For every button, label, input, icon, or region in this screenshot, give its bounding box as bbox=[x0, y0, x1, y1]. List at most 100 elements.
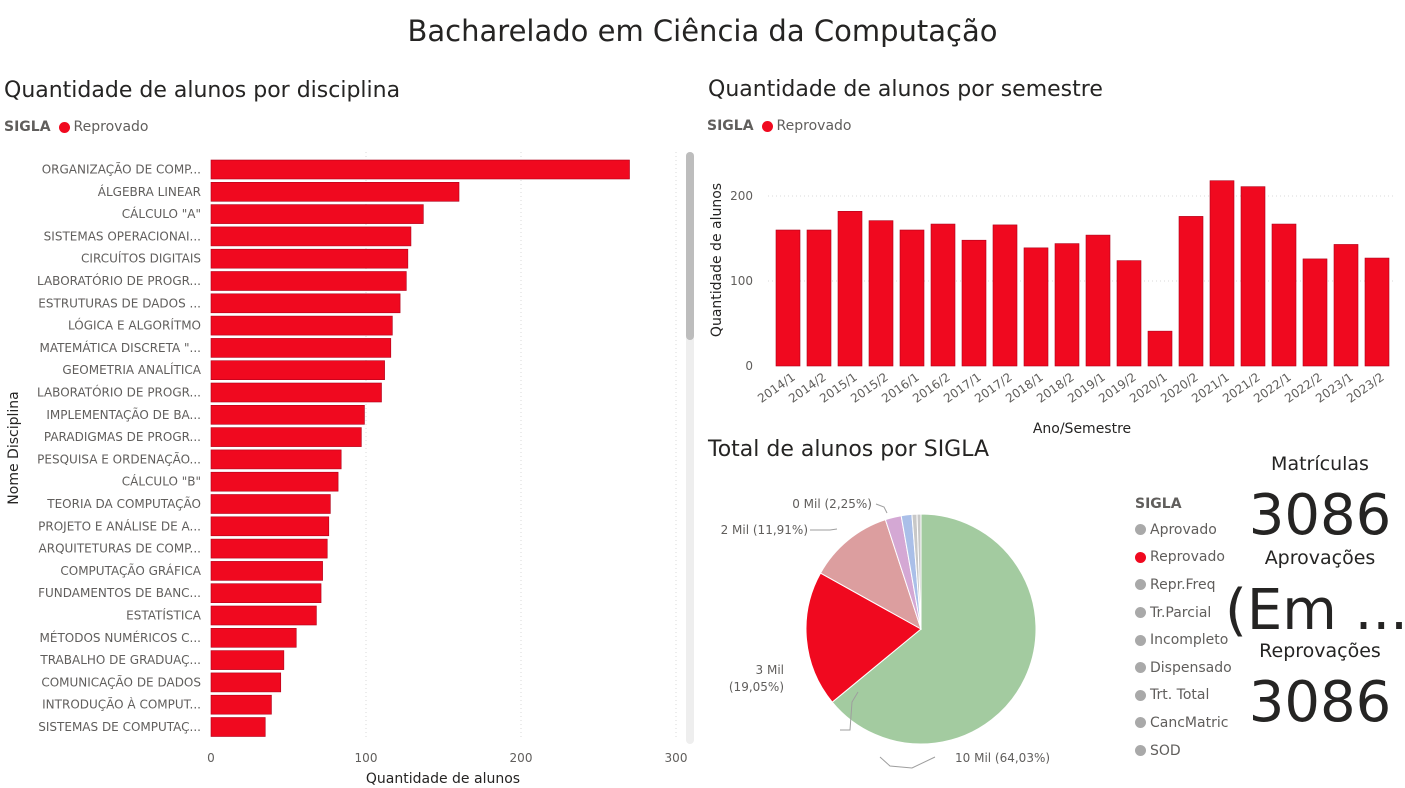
pie-chart-title: Total de alunos por SIGLA bbox=[708, 437, 990, 462]
legend-label: Reprovado bbox=[73, 119, 149, 135]
aprovacoes-value: (Em ... bbox=[1225, 578, 1405, 643]
page-title: Bacharelado em Ciência da Computação bbox=[407, 14, 998, 48]
y-tick-label: 200 bbox=[730, 189, 753, 203]
category-label: LÓGICA E ALGORÍTMO bbox=[68, 318, 201, 333]
bar bbox=[210, 382, 382, 403]
bar bbox=[1271, 223, 1297, 367]
pie-legend: SIGLA Aprovado Reprovado Repr.Freq Tr.Parci… bbox=[1135, 496, 1232, 764]
pie-legend-item[interactable]: Trt. Total bbox=[1135, 682, 1232, 710]
legend-label: Incompleto bbox=[1150, 632, 1229, 649]
category-label: CIRCUÍTOS DIGITAIS bbox=[81, 251, 201, 266]
leader-line bbox=[879, 756, 936, 769]
category-label: SISTEMAS OPERACIONAI... bbox=[44, 229, 201, 243]
pie-legend-item[interactable]: Dispensado bbox=[1135, 654, 1232, 682]
semester-chart-legend: SIGLA Reprovado bbox=[707, 118, 851, 134]
leader-line bbox=[810, 528, 838, 531]
category-label: LABORATÓRIO DE PROGR... bbox=[37, 273, 201, 288]
y-axis-title: Nome Disciplina bbox=[6, 391, 22, 504]
category-label: LABORATÓRIO DE PROGR... bbox=[37, 385, 201, 400]
reprovado-legend-dot bbox=[58, 121, 70, 133]
bar bbox=[210, 694, 272, 715]
pie-slice bbox=[805, 572, 922, 703]
legend-label: Reprovado bbox=[1150, 549, 1225, 566]
bar bbox=[1147, 330, 1173, 367]
bar bbox=[930, 223, 956, 367]
category-label: ARQUITETURAS DE COMP... bbox=[39, 542, 201, 556]
x-tick-label: 300 bbox=[665, 751, 688, 765]
bar bbox=[210, 315, 393, 336]
slice-label-reprovado-value: 3 Mil bbox=[756, 663, 784, 677]
subject-chart-scroll-thumb[interactable] bbox=[686, 152, 694, 340]
legend-label: Dispensado bbox=[1150, 659, 1232, 676]
semester-bar-chart: 01002002014/12014/22015/12015/22016/1201… bbox=[709, 180, 1395, 437]
bar bbox=[775, 229, 801, 367]
pie-slice bbox=[916, 513, 922, 630]
slice-label-reprovado-percent: (19,05%) bbox=[729, 680, 784, 694]
bar bbox=[210, 627, 297, 648]
category-label: PESQUISA E ORDENAÇÃO... bbox=[37, 451, 201, 466]
x-tick-label: 100 bbox=[355, 751, 378, 765]
bar bbox=[210, 360, 385, 380]
legend-dot bbox=[1135, 717, 1146, 729]
bar bbox=[1178, 216, 1204, 367]
bar bbox=[992, 224, 1018, 367]
pie-slice bbox=[831, 513, 1037, 745]
x-axis-title: Quantidade de alunos bbox=[366, 771, 520, 787]
bar bbox=[210, 449, 342, 470]
bar bbox=[210, 159, 630, 180]
legend-dot bbox=[1135, 579, 1146, 591]
sigla-pie-chart: 10 Mil (64,03%) 3 Mil (19,05%) 2 Mil (11,91… bbox=[721, 497, 1050, 769]
bar bbox=[1054, 243, 1080, 367]
bar bbox=[210, 293, 401, 314]
subject-chart-scrollbar[interactable] bbox=[686, 152, 694, 744]
category-label: MÉTODOS NUMÉRICOS C... bbox=[40, 630, 201, 645]
x-tick-label: 200 bbox=[510, 751, 533, 765]
bar bbox=[1364, 257, 1390, 367]
bar bbox=[1209, 180, 1235, 367]
pie-legend-item[interactable]: CancMatric bbox=[1135, 709, 1232, 737]
bar bbox=[806, 229, 832, 367]
pie-legend-item[interactable]: Tr.Parcial bbox=[1135, 599, 1232, 627]
reprovado-legend-dot bbox=[761, 120, 773, 132]
legend-label: Aprovado bbox=[1150, 521, 1217, 538]
y-tick-label: 100 bbox=[730, 274, 753, 288]
bar bbox=[210, 471, 339, 492]
bar bbox=[899, 229, 925, 367]
category-label: TRABALHO DE GRADUAÇ... bbox=[39, 653, 201, 667]
category-label: FUNDAMENTOS DE BANC... bbox=[38, 586, 201, 600]
bar bbox=[961, 239, 987, 367]
semester-chart-title: Quantidade de alunos por semestre bbox=[708, 77, 1103, 102]
slice-label-tr-parcial: 0 Mil (2,25%) bbox=[792, 497, 872, 511]
reprovacoes-label: Reprovações bbox=[1259, 640, 1381, 662]
legend-label: Repr.Freq bbox=[1150, 576, 1216, 593]
bar bbox=[210, 248, 409, 269]
bar bbox=[210, 338, 392, 358]
category-label: GEOMETRIA ANALÍTICA bbox=[62, 362, 201, 377]
bar bbox=[1240, 186, 1266, 367]
aprovacoes-label: Aprovações bbox=[1264, 547, 1376, 569]
bar bbox=[837, 211, 863, 367]
legend-label: Reprovado bbox=[776, 118, 852, 134]
bar bbox=[210, 271, 407, 291]
pie-legend-item[interactable]: Repr.Freq bbox=[1135, 571, 1232, 599]
bar bbox=[210, 204, 424, 224]
bar bbox=[210, 672, 282, 693]
category-label: ESTATÍSTICA bbox=[126, 608, 202, 623]
subject-bar-chart: 0 100 200 300 ORGANIZAÇÃO DE COMP... ÁLGEBRA … bbox=[6, 152, 688, 787]
bar bbox=[210, 561, 323, 581]
legend-dot bbox=[1135, 662, 1146, 674]
category-label: MATEMÁTICA DISCRETA "... bbox=[39, 340, 201, 355]
bar bbox=[210, 583, 322, 604]
pie-legend-item[interactable]: SOD bbox=[1135, 737, 1232, 765]
bar bbox=[210, 404, 365, 425]
subject-chart-title: Quantidade de alunos por disciplina bbox=[4, 78, 401, 103]
pie-legend-item[interactable]: Aprovado bbox=[1135, 516, 1232, 544]
pie-legend-item[interactable]: Reprovado bbox=[1135, 544, 1232, 572]
bar bbox=[210, 516, 330, 537]
pie-legend-item[interactable]: Incompleto bbox=[1135, 626, 1232, 654]
legend-label: Trt. Total bbox=[1150, 687, 1210, 704]
category-label: COMPUTAÇÃO GRÁFICA bbox=[60, 563, 201, 578]
x-tick-label: 0 bbox=[207, 751, 215, 765]
leader-line bbox=[875, 503, 888, 514]
bar bbox=[1116, 260, 1142, 367]
